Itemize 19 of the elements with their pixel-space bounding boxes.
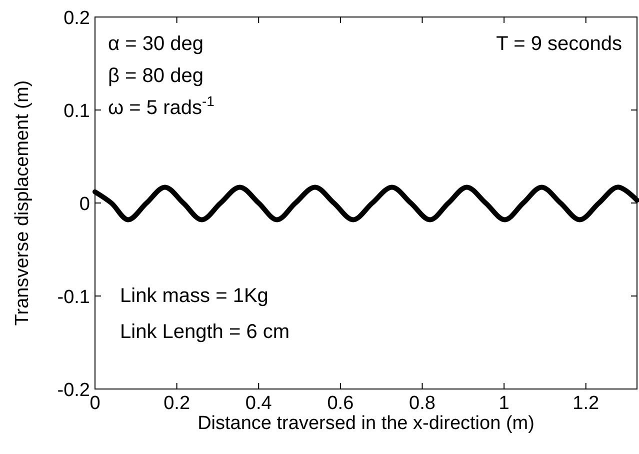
x-tick-label: 1.2: [572, 393, 600, 414]
y-tick-label: 0.2: [64, 8, 90, 29]
annotation: T = 9 seconds: [496, 33, 622, 55]
x-tick-label: 0.6: [327, 393, 354, 414]
x-axis-title: Distance traversed in the x-direction (m): [198, 413, 534, 434]
y-tick-label: -0.1: [57, 287, 90, 308]
y-tick-label: 0: [79, 194, 90, 215]
x-tick-label: 0.4: [245, 393, 272, 414]
x-tick-label: 0.2: [164, 393, 190, 414]
y-axis-title: Transverse displacement (m): [12, 80, 33, 326]
annotation: Link mass = 1Kg: [120, 285, 268, 307]
annotation: ω = 5 rads$^{-1}$: [108, 93, 215, 119]
annotation: Link Length = 6 cm: [120, 321, 290, 343]
y-tick-label: -0.2: [57, 380, 90, 401]
annotation: α = 30 deg: [108, 33, 204, 55]
x-tick-label: 1: [498, 393, 510, 414]
annotation: β = 80 deg: [108, 65, 204, 87]
x-tick-label: 0.8: [409, 393, 436, 414]
y-tick-label: 0.1: [64, 101, 90, 122]
